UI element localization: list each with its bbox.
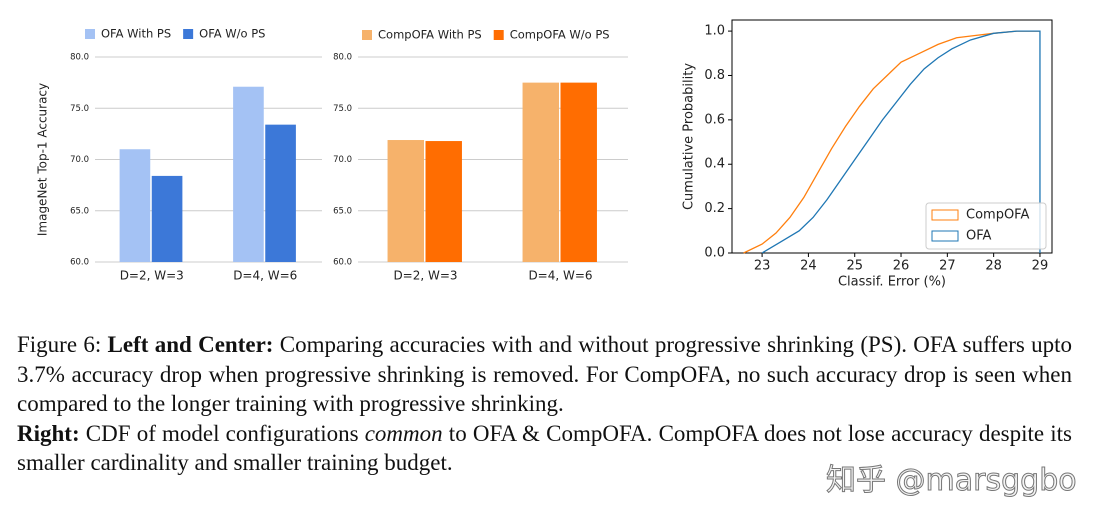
y-tick-label: 65.0 xyxy=(70,206,89,216)
x-tick-label: D=2, W=3 xyxy=(120,269,184,283)
y-tick-label: 60.0 xyxy=(333,258,352,268)
x-tick-label: 28 xyxy=(985,259,1002,274)
y-tick-label: 80.0 xyxy=(333,53,352,63)
bar xyxy=(560,82,597,262)
legend-swatch xyxy=(931,209,959,221)
legend-label: CompOFA W/o PS xyxy=(510,28,610,42)
x-axis-label: Classif. Error (%) xyxy=(838,275,946,290)
legend-label: OFA xyxy=(966,229,992,244)
legend-label: CompOFA With PS xyxy=(378,28,482,42)
bar xyxy=(387,140,424,262)
caption-paragraph: Right: CDF of model configurations commo… xyxy=(17,419,1072,478)
bar xyxy=(233,86,264,262)
bar xyxy=(119,149,151,262)
y-tick-label: 0.2 xyxy=(704,201,725,216)
x-tick-label: 26 xyxy=(893,259,910,274)
x-tick-label: 27 xyxy=(939,259,956,274)
caption-bold: Left and Center: xyxy=(107,332,274,357)
caption-text: to OFA & CompOFA. CompOFA does not lose … xyxy=(17,420,1073,476)
y-tick-label: 70.0 xyxy=(70,155,89,165)
cdf-line xyxy=(761,30,1041,254)
y-tick-label: 0.8 xyxy=(704,68,725,83)
bar xyxy=(522,82,559,262)
y-axis-label: ImageNet Top-1 Accuracy xyxy=(36,83,50,236)
caption-bold: Right: xyxy=(17,420,80,446)
bar xyxy=(151,175,183,262)
x-tick-label: 23 xyxy=(754,259,771,274)
x-tick-label: D=4, W=6 xyxy=(528,269,592,283)
y-tick-label: 75.0 xyxy=(70,104,89,114)
legend-box xyxy=(925,202,1047,250)
legend-label: CompOFA xyxy=(966,208,1029,223)
legend-swatch xyxy=(493,30,504,40)
x-tick-label: D=4, W=6 xyxy=(233,269,297,283)
axes-frame xyxy=(731,19,1053,254)
y-axis-label: Cumulative Probability xyxy=(682,63,697,210)
caption-italic: common xyxy=(364,420,443,446)
y-tick-label: 80.0 xyxy=(70,53,89,63)
caption: Figure 6: Left and Center: Comparing acc… xyxy=(17,330,1072,478)
y-tick-label: 70.0 xyxy=(333,155,352,165)
y-tick-label: 65.0 xyxy=(333,206,352,216)
x-tick-label: D=2, W=3 xyxy=(393,269,457,283)
caption-paragraph: Figure 6: Left and Center: Comparing acc… xyxy=(17,330,1072,419)
watermark: 知乎 @marsggbo xyxy=(826,463,1078,499)
legend-swatch xyxy=(362,30,372,40)
y-tick-label: 0.6 xyxy=(704,112,725,127)
caption-text: CDF of model configurations xyxy=(79,420,365,446)
y-tick-label: 75.0 xyxy=(333,104,352,114)
y-tick-label: 0.4 xyxy=(704,157,725,172)
x-tick-label: 29 xyxy=(1032,259,1049,274)
legend-label: OFA With PS xyxy=(101,27,171,41)
bar xyxy=(425,141,462,262)
caption-text: Comparing accuracies with and without pr… xyxy=(17,332,1072,416)
legend-swatch xyxy=(85,29,95,39)
y-tick-label: 60.0 xyxy=(70,258,89,268)
x-tick-label: 24 xyxy=(800,259,817,274)
legend-label: OFA W/o PS xyxy=(199,27,265,41)
caption-text: Figure 6: xyxy=(17,332,108,357)
cdf-line xyxy=(743,30,1040,254)
bar xyxy=(265,124,296,263)
figure: 60.0 65.0 70.0 75.0 80.0 D=2, W=3 D=4, W=6 OFA … xyxy=(36,19,1053,290)
x-tick-label: 25 xyxy=(846,259,863,274)
legend-swatch xyxy=(931,230,959,242)
y-tick-label: 0.0 xyxy=(704,246,725,261)
legend-swatch xyxy=(183,29,194,39)
y-tick-label: 1.0 xyxy=(704,24,725,39)
